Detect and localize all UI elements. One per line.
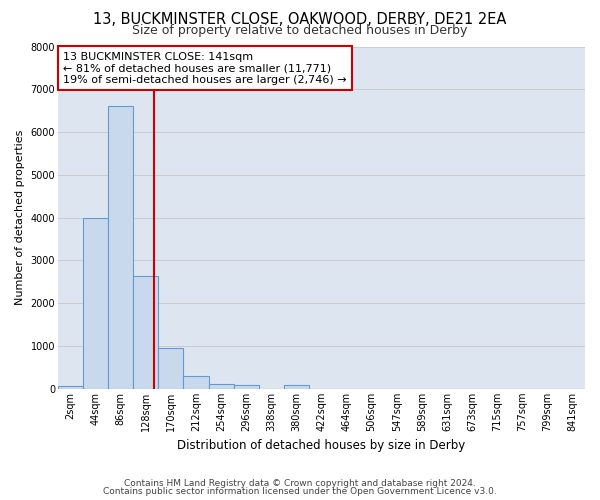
X-axis label: Distribution of detached houses by size in Derby: Distribution of detached houses by size …: [178, 440, 466, 452]
Bar: [158, 348, 184, 389]
Text: Contains public sector information licensed under the Open Government Licence v3: Contains public sector information licen…: [103, 487, 497, 496]
Bar: [209, 384, 233, 389]
Bar: [133, 276, 158, 389]
Text: Contains HM Land Registry data © Crown copyright and database right 2024.: Contains HM Land Registry data © Crown c…: [124, 478, 476, 488]
Bar: [108, 106, 133, 389]
Bar: [58, 386, 83, 389]
Text: 13, BUCKMINSTER CLOSE, OAKWOOD, DERBY, DE21 2EA: 13, BUCKMINSTER CLOSE, OAKWOOD, DERBY, D…: [94, 12, 506, 28]
Bar: [83, 218, 108, 389]
Text: Size of property relative to detached houses in Derby: Size of property relative to detached ho…: [133, 24, 467, 37]
Bar: [184, 376, 209, 389]
Y-axis label: Number of detached properties: Number of detached properties: [15, 130, 25, 306]
Bar: [233, 384, 259, 389]
Text: 13 BUCKMINSTER CLOSE: 141sqm
← 81% of detached houses are smaller (11,771)
19% o: 13 BUCKMINSTER CLOSE: 141sqm ← 81% of de…: [63, 52, 347, 85]
Bar: [284, 384, 309, 389]
